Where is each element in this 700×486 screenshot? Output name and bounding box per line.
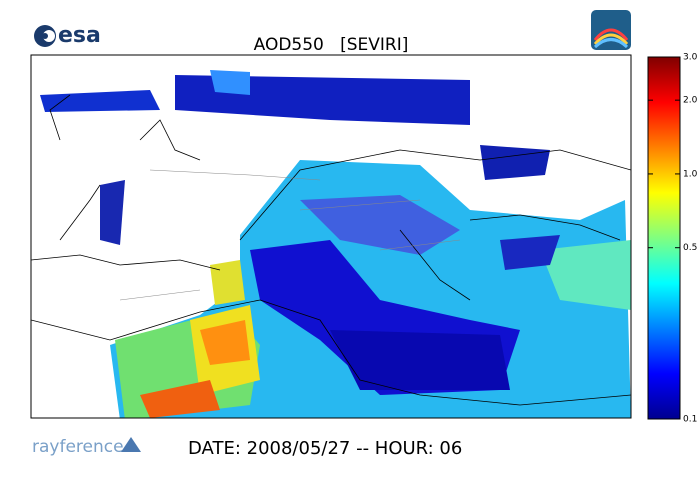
colorbar-tick-label: 3.0 — [683, 53, 698, 63]
brand-text: rayference — [32, 437, 124, 457]
date-label: DATE: 2008/05/27 -- HOUR: 06 — [188, 438, 462, 459]
colorbar-tick-label: 2.0 — [683, 96, 698, 106]
map-frame — [30, 54, 632, 419]
colorbar-tick-label: 0.1 — [683, 415, 697, 425]
aod-map — [31, 55, 631, 418]
mission-logo — [591, 10, 631, 50]
map-title: AOD550 [SEVIRI] — [254, 35, 409, 55]
colorbar — [647, 56, 681, 420]
colorbar-tick-label: 1.0 — [683, 169, 698, 179]
esa-logo-text: esa — [58, 23, 101, 48]
rayference-logo: rayference — [32, 437, 141, 457]
colorbar-tick-label: 0.5 — [683, 243, 697, 253]
esa-logo: esa — [34, 23, 101, 48]
